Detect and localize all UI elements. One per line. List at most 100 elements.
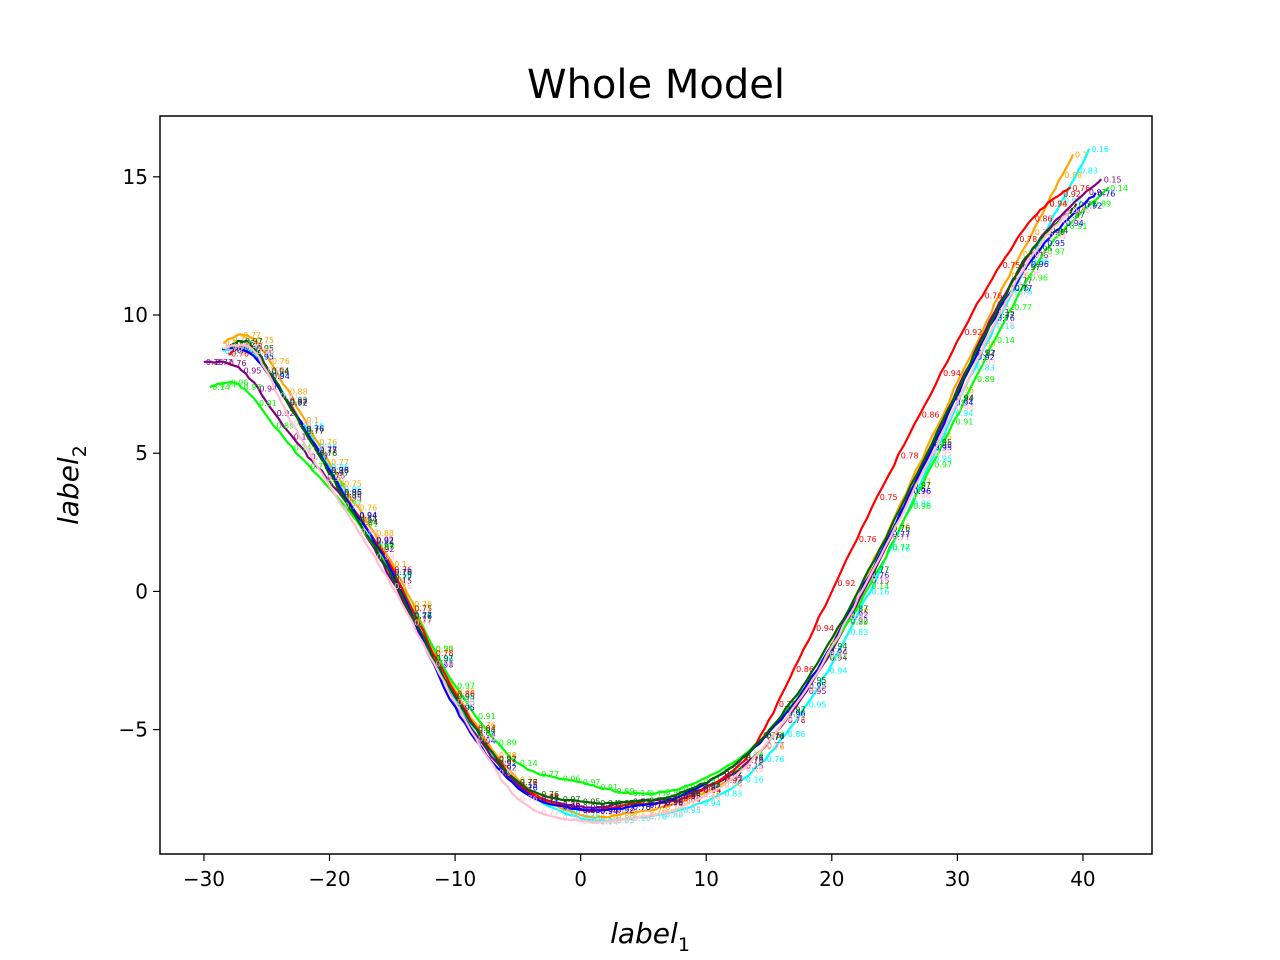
point-label: 0.94 xyxy=(1064,197,1082,206)
point-label: 0.94 xyxy=(830,650,848,659)
series-line xyxy=(222,153,1075,820)
point-label: 0.92 xyxy=(725,776,743,785)
point-label: 0.95 xyxy=(256,353,274,362)
point-label: 0.96 xyxy=(231,378,249,387)
point-label: 0.76 xyxy=(319,449,337,458)
point-label: 0.86 xyxy=(913,500,931,509)
point-label: 0.92 xyxy=(290,397,308,406)
point-label: 0.92 xyxy=(499,759,517,768)
point-label: 0.78 xyxy=(245,342,263,351)
point-label: 0.95 xyxy=(583,817,601,826)
point-label: 0.76 xyxy=(913,487,931,496)
point-label: 0.95 xyxy=(457,692,475,701)
point-label: 0.93 xyxy=(617,817,635,826)
point-label: 0.77 xyxy=(414,619,432,628)
point-label: 0.76 xyxy=(703,790,721,799)
point-label: 0.96 xyxy=(1023,269,1041,278)
point-label: 0.94 xyxy=(272,367,290,376)
point-label: 0.94 xyxy=(703,785,721,794)
point-label: 0.76 xyxy=(859,535,877,544)
point-label: 0.95 xyxy=(583,798,601,807)
point-label: 0.96 xyxy=(563,774,581,783)
point-label: 0.86 xyxy=(457,690,475,699)
point-label: 0.1 xyxy=(520,775,533,784)
x-tick-label: −20 xyxy=(308,867,350,891)
point-label: 0.86 xyxy=(665,811,683,820)
point-label: 0.88 xyxy=(617,812,635,821)
series-line xyxy=(222,209,1071,824)
point-label: 0.96 xyxy=(665,798,683,807)
point-label: 0.14 xyxy=(520,759,538,768)
point-label: 0.89 xyxy=(499,739,517,748)
point-label: 0.94 xyxy=(478,729,496,738)
x-tick-label: 40 xyxy=(1070,867,1095,891)
point-label: 0.95 xyxy=(344,491,362,500)
point-label: 0.95 xyxy=(809,684,827,693)
point-label: 0.76 xyxy=(633,814,651,823)
point-label: 0.86 xyxy=(563,807,581,816)
point-label: 0.93 xyxy=(978,358,996,367)
point-label: 0.92 xyxy=(499,763,517,772)
point-label: 0.16 xyxy=(306,422,324,431)
point-label: 0.94 xyxy=(272,369,290,378)
point-label: 0.94 xyxy=(830,642,848,651)
point-label: 0.16 xyxy=(997,322,1015,331)
point-label: 0.77 xyxy=(997,311,1015,320)
point-label: 0.77 xyxy=(541,809,559,818)
point-label: 0.87 xyxy=(1067,211,1085,220)
point-label: 0.86 xyxy=(1035,214,1053,223)
point-label: 0.77 xyxy=(436,646,454,655)
point-label: 0.77 xyxy=(1014,303,1032,312)
point-label: 0.94 xyxy=(478,734,496,743)
point-label: 0.76 xyxy=(414,611,432,620)
point-label: 0.89 xyxy=(276,422,294,431)
point-label: 0.14 xyxy=(997,336,1015,345)
point-label: 0.95 xyxy=(583,806,601,815)
point-label: 0.87 xyxy=(725,769,743,778)
point-label: 0.83 xyxy=(851,628,869,637)
point-label: 0.95 xyxy=(809,681,827,690)
point-label: 0.76 xyxy=(767,755,785,764)
point-label: 0.77 xyxy=(541,770,559,779)
point-label: 0.94 xyxy=(359,516,377,525)
point-label: 0.78 xyxy=(436,649,454,658)
point-label: 0.97 xyxy=(245,337,263,346)
point-label: 0.96 xyxy=(436,645,454,654)
point-label: 0.95 xyxy=(683,792,701,801)
point-label: 0.89 xyxy=(851,618,869,627)
point-label: 0.95 xyxy=(256,347,274,356)
point-label: 0.14 xyxy=(746,751,764,760)
point-label: 0.95 xyxy=(1047,228,1065,237)
point-label: 0.91 xyxy=(1070,222,1088,231)
point-label: 0.89 xyxy=(977,375,995,384)
point-label: 0.76 xyxy=(956,386,974,395)
point-label: 0.94 xyxy=(359,511,377,520)
point-label: 0.97 xyxy=(665,794,683,803)
point-label: 0.83 xyxy=(499,758,517,767)
point-label: 0.77 xyxy=(1012,291,1030,300)
point-label: 0.94 xyxy=(956,399,974,408)
point-label: 0.87 xyxy=(499,756,517,765)
point-label: 0.76 xyxy=(997,314,1015,323)
point-label: 0.77 xyxy=(1079,200,1097,209)
point-label: 0.76 xyxy=(306,424,324,433)
point-label: 0.77 xyxy=(892,530,910,539)
point-label: 0.96 xyxy=(913,502,931,511)
point-label: 0.96 xyxy=(436,659,454,668)
point-label: 0.77 xyxy=(220,381,238,390)
point-label: 0.76 xyxy=(872,571,890,580)
point-label: 0.75 xyxy=(256,336,274,345)
point-label: 0.76 xyxy=(1072,184,1090,193)
point-label: 0.14 xyxy=(294,444,312,453)
point-label: 0.76 xyxy=(520,795,538,804)
point-label: 0.14 xyxy=(394,568,412,577)
point-label: 0.76 xyxy=(294,419,312,428)
point-label: 0.86 xyxy=(1032,257,1050,266)
point-label: 0.77 xyxy=(541,796,559,805)
point-label: 0.76 xyxy=(237,339,255,348)
x-tick-label: 0 xyxy=(574,867,587,891)
point-label: 0.76 xyxy=(600,814,618,823)
point-label: 0.15 xyxy=(997,308,1015,317)
point-label: 0.95 xyxy=(809,687,827,696)
point-label: 0.92 xyxy=(499,755,517,764)
